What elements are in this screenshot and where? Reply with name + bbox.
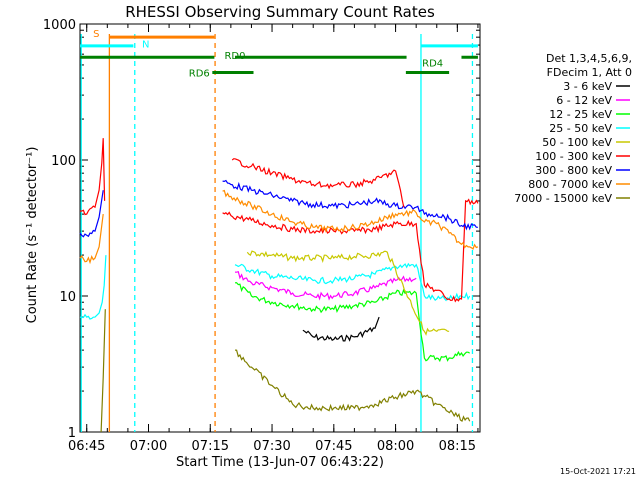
S-label: S <box>93 29 99 40</box>
x-axis-label: Start Time (13-Jun-07 06:43:22) <box>176 455 384 470</box>
y-axis-label: Count Rate (s⁻¹ detector⁻¹) <box>25 147 40 324</box>
series-line <box>231 158 405 208</box>
series-line <box>79 138 106 216</box>
RD6-label: RD6 <box>189 68 210 79</box>
series-line <box>234 349 471 423</box>
series-group <box>79 138 479 433</box>
x-tick-label: 08:15 <box>439 439 476 454</box>
timestamp-label: 15-Oct-2021 17:21 <box>560 467 636 476</box>
series-line <box>234 262 471 302</box>
x-tick-label: 07:15 <box>192 439 229 454</box>
series-line <box>222 189 479 250</box>
RD0-label: RD0 <box>224 51 245 62</box>
legend-item-label: 12 - 25 keV <box>549 108 612 121</box>
legend-group: Det 1,3,4,5,6,9,FDecim 1, Att 03 - 6 keV… <box>514 52 632 205</box>
series-line <box>79 190 104 238</box>
chart-title: RHESSI Observing Summary Count Rates <box>125 3 435 21</box>
series-line <box>234 270 417 301</box>
series-line <box>246 250 450 336</box>
legend-header: Det 1,3,4,5,6,9, <box>546 52 632 65</box>
y-tick-label: 10 <box>59 290 76 305</box>
legend-item-label: 25 - 50 keV <box>549 122 612 135</box>
series-line <box>79 214 104 265</box>
axes-group: 06:45 07:00 07:15 07:30 07:45 08:00 08:15 1 10 10… <box>43 18 481 454</box>
legend-item-label: 50 - 100 keV <box>542 136 612 149</box>
y-tick-label: 1 <box>68 426 76 441</box>
x-tick-label: 06:45 <box>68 439 105 454</box>
legend-item-label: 7000 - 15000 keV <box>514 192 612 205</box>
y-tick-label: 1000 <box>43 18 76 33</box>
overlays-group: S N RD0 RD6 RD4 <box>80 29 478 432</box>
y-tick-label: 100 <box>51 154 76 169</box>
plot-frame <box>79 23 481 433</box>
legend-item-label: 6 - 12 keV <box>556 94 612 107</box>
x-tick-label: 07:30 <box>253 439 290 454</box>
legend-item-label: 100 - 300 keV <box>535 150 612 163</box>
x-tick-label: 07:45 <box>315 439 352 454</box>
x-tick-label: 08:00 <box>377 439 414 454</box>
legend-item-label: 300 - 800 keV <box>535 164 612 177</box>
series-line <box>100 309 106 433</box>
series-line <box>79 255 107 320</box>
y-axis-label-group: Count Rate (s⁻¹ detector⁻¹) <box>25 147 40 324</box>
N-label: N <box>142 39 149 50</box>
RD4-label: RD4 <box>422 59 443 70</box>
legend-item-label: 3 - 6 keV <box>563 80 612 93</box>
legend-header: FDecim 1, Att 0 <box>547 66 632 79</box>
series-line <box>302 316 380 342</box>
series-line <box>222 179 478 231</box>
x-tick-label: 07:00 <box>130 439 167 454</box>
series-line <box>234 282 470 363</box>
legend-item-label: 800 - 7000 keV <box>528 178 612 191</box>
